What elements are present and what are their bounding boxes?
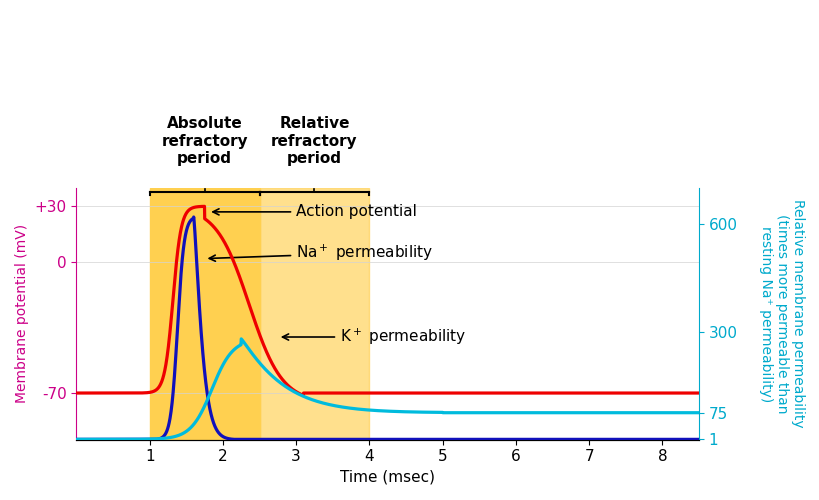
Y-axis label: Relative membrane permeability
(times more permeable than
resting Na⁺ permeabili: Relative membrane permeability (times mo… [758, 200, 804, 428]
Text: Na$^+$ permeability: Na$^+$ permeability [209, 243, 432, 263]
Text: Relative
refractory
period: Relative refractory period [271, 116, 357, 166]
Text: K$^+$ permeability: K$^+$ permeability [282, 327, 466, 347]
X-axis label: Time (msec): Time (msec) [340, 470, 435, 485]
Text: Action potential: Action potential [213, 204, 417, 220]
Bar [260, 188, 369, 440]
Bar [150, 188, 260, 440]
Y-axis label: Membrane potential (mV): Membrane potential (mV) [15, 224, 29, 403]
Text: Absolute
refractory
period: Absolute refractory period [161, 116, 247, 166]
